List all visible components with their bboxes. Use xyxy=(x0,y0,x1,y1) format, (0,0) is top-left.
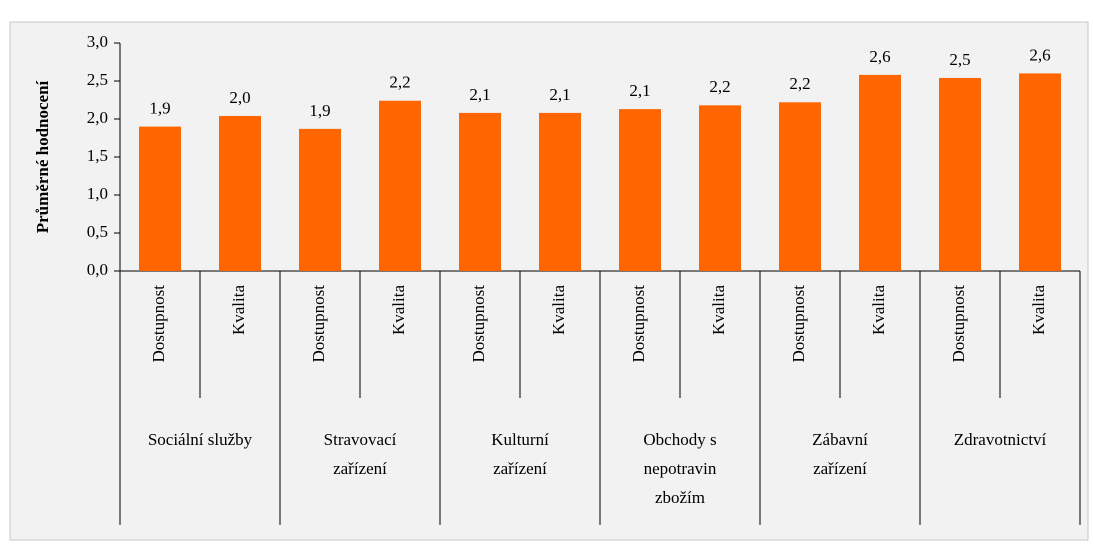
y-axis-label: Průměrné hodnocení xyxy=(33,80,52,233)
group-label: zařízení xyxy=(493,459,547,478)
x-tick-label: Kvalita xyxy=(549,285,568,335)
x-tick-label: Kvalita xyxy=(709,285,728,335)
value-label: 2,1 xyxy=(469,85,490,104)
group-label: zbožím xyxy=(655,488,705,507)
x-tick-label: Kvalita xyxy=(229,285,248,335)
x-tick-label: Dostupnost xyxy=(949,285,968,363)
value-label: 2,2 xyxy=(389,73,410,92)
group-label: Sociální služby xyxy=(148,430,253,449)
bar xyxy=(299,128,341,271)
bar xyxy=(619,109,661,272)
x-tick-label: Kvalita xyxy=(389,285,408,335)
bar xyxy=(379,100,421,271)
group-label: Zábavní xyxy=(812,430,868,449)
group-label: Kulturní xyxy=(491,430,549,449)
value-label: 2,2 xyxy=(709,77,730,96)
bar xyxy=(699,105,741,271)
y-tick-label: 2,0 xyxy=(87,108,108,127)
value-label: 2,0 xyxy=(229,88,250,107)
y-tick-label: 2,5 xyxy=(87,70,108,89)
x-tick-label: Kvalita xyxy=(1029,285,1048,335)
bar xyxy=(459,112,501,271)
group-label: Obchody s xyxy=(643,430,716,449)
value-label: 2,6 xyxy=(1029,45,1050,64)
value-label: 2,1 xyxy=(629,81,650,100)
x-tick-label: Dostupnost xyxy=(469,285,488,363)
x-tick-label: Dostupnost xyxy=(629,285,648,363)
y-tick-label: 3,0 xyxy=(87,32,108,51)
value-label: 2,5 xyxy=(949,50,970,69)
x-tick-label: Dostupnost xyxy=(789,285,808,363)
y-tick-label: 0,5 xyxy=(87,222,108,241)
value-label: 2,6 xyxy=(869,47,890,66)
group-label: Zdravotnictví xyxy=(954,430,1047,449)
bar xyxy=(939,77,981,272)
chart-area xyxy=(9,21,1089,541)
y-tick-label: 1,0 xyxy=(87,184,108,203)
group-label: zařízení xyxy=(333,459,387,478)
group-label: nepotravin xyxy=(644,459,717,478)
bar xyxy=(779,102,821,271)
bar xyxy=(1019,73,1061,272)
bar xyxy=(139,126,181,271)
bar xyxy=(859,74,901,271)
value-label: 1,9 xyxy=(309,101,330,120)
y-tick-label: 1,5 xyxy=(87,146,108,165)
x-tick-label: Kvalita xyxy=(869,285,888,335)
value-label: 2,2 xyxy=(789,74,810,93)
y-tick-label: 0,0 xyxy=(87,260,108,279)
value-label: 2,1 xyxy=(549,85,570,104)
bar xyxy=(219,115,261,272)
value-label: 1,9 xyxy=(149,99,170,118)
group-label: Stravovací xyxy=(324,430,397,449)
bar xyxy=(539,112,581,271)
x-tick-label: Dostupnost xyxy=(309,285,328,363)
group-label: zařízení xyxy=(813,459,867,478)
x-tick-label: Dostupnost xyxy=(149,285,168,363)
